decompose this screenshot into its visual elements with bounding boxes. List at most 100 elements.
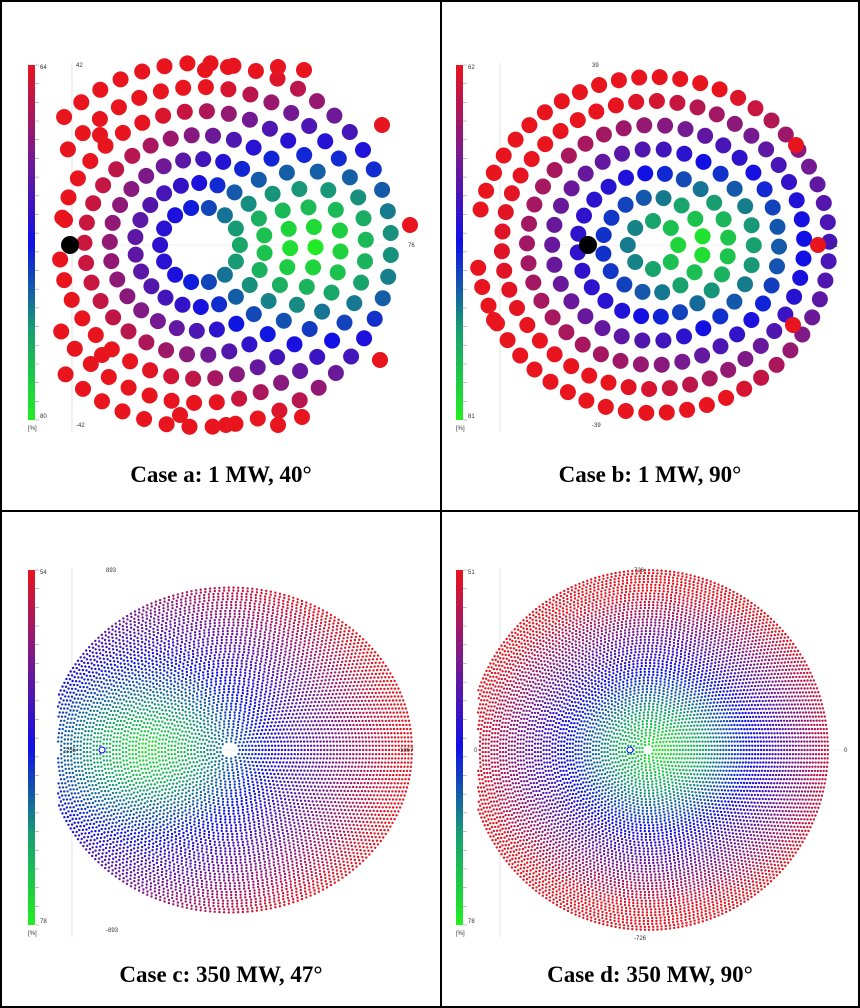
heliostat (256, 650, 260, 653)
heliostat (113, 765, 116, 768)
heliostat (148, 677, 151, 680)
heliostat (258, 858, 261, 862)
heliostat (331, 736, 335, 739)
heliostat (122, 734, 126, 737)
heliostat (220, 59, 236, 75)
heliostat (224, 786, 227, 789)
heliostat (150, 799, 153, 803)
heliostat (277, 638, 280, 641)
heliostat (297, 806, 301, 809)
heliostat (238, 785, 241, 788)
heliostat (645, 261, 661, 277)
heliostat (259, 694, 262, 697)
heliostat (127, 229, 144, 245)
heliostat (159, 847, 163, 850)
heliostat (142, 691, 145, 695)
heliostat (273, 787, 276, 790)
heliostat (162, 677, 166, 680)
heliostat (273, 630, 277, 634)
heliostat (285, 804, 288, 807)
heliostat (274, 748, 277, 752)
heliostat (141, 755, 144, 758)
heliostat (140, 656, 143, 659)
heliostat (258, 722, 262, 725)
heliostat (295, 736, 298, 739)
heliostat (362, 794, 365, 797)
heliostat (258, 700, 261, 703)
heliostat (234, 824, 238, 827)
heliostat (189, 862, 192, 865)
heliostat (335, 740, 338, 743)
heliostat (236, 723, 240, 727)
heliostat (158, 821, 161, 824)
heliostat (246, 872, 249, 875)
heliostat (321, 797, 324, 800)
heliostat (308, 803, 311, 807)
heliostat (111, 705, 115, 709)
heliostat (299, 862, 303, 866)
heliostat (196, 788, 199, 791)
heliostat (148, 736, 152, 739)
heliostat (311, 683, 315, 687)
heliostat (162, 845, 166, 848)
heliostat (277, 753, 280, 756)
caption-case-b: Case b: 1 MW, 90° (558, 462, 742, 487)
heliostat (99, 777, 103, 781)
heliostat (99, 740, 102, 743)
heliostat (110, 809, 113, 812)
heliostat (552, 275, 569, 292)
heliostat (89, 721, 92, 725)
heliostat (192, 711, 195, 715)
heliostat (365, 723, 368, 727)
heliostat (307, 830, 310, 833)
heliostat (194, 670, 197, 673)
heliostat (298, 853, 301, 856)
heliostat (278, 776, 281, 780)
heliostat (227, 777, 230, 781)
heliostat (241, 336, 258, 353)
heliostat (307, 239, 324, 256)
heliostat (287, 748, 290, 752)
heliostat (346, 769, 350, 772)
heliostat (322, 655, 325, 659)
heliostat (171, 846, 174, 849)
heliostat (230, 740, 233, 743)
heliostat (193, 680, 196, 683)
heliostat (179, 346, 195, 363)
heliostat (105, 818, 108, 821)
heliostat (272, 736, 275, 739)
heliostat (185, 779, 189, 783)
heliostat (132, 783, 135, 786)
heliostat (195, 705, 198, 709)
heliostat (328, 773, 332, 777)
heliostat (262, 639, 265, 643)
heliostat (203, 865, 206, 868)
heliostat (268, 782, 272, 786)
heliostat (240, 662, 243, 665)
heliostat (276, 669, 279, 672)
heliostat (364, 740, 368, 743)
heliostat (362, 703, 365, 706)
heliostat (188, 714, 192, 718)
heliostat (261, 846, 264, 849)
heliostat (98, 690, 101, 693)
heliostat (162, 685, 165, 688)
heliostat (271, 852, 274, 855)
heliostat (291, 773, 294, 776)
heliostat (130, 668, 133, 671)
heliostat (301, 844, 305, 848)
heliostat (788, 137, 804, 153)
heliostat (208, 794, 211, 797)
heliostat (163, 730, 167, 733)
heliostat (129, 736, 132, 739)
heliostat (262, 791, 265, 795)
heliostat (290, 744, 293, 747)
heliostat (186, 664, 189, 667)
heliostat (144, 742, 147, 745)
heliostat (206, 670, 209, 673)
heliostat (282, 769, 285, 772)
heliostat (363, 781, 366, 785)
heliostat (269, 711, 272, 714)
heliostat (109, 763, 113, 766)
heliostat (371, 736, 374, 739)
